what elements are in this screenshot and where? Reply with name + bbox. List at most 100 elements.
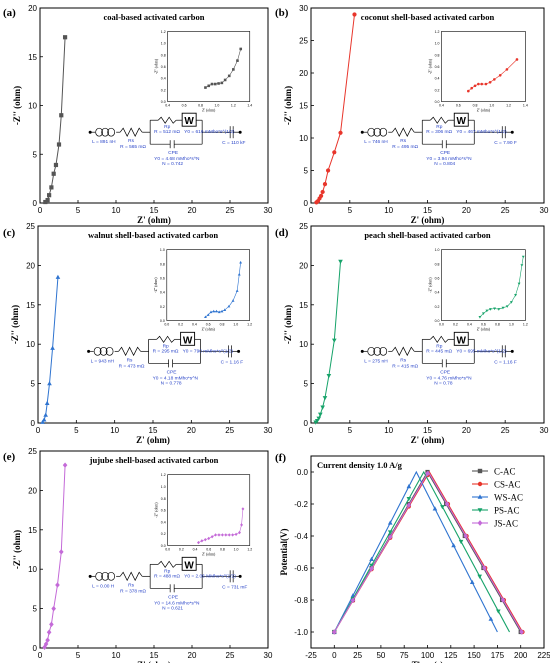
inset-y-tick-label: 0.6 [160, 277, 165, 281]
inset-y-tick-label: 0.8 [435, 262, 440, 266]
x-axis-label: Time (s) [412, 660, 444, 663]
circuit-terminal [237, 349, 241, 353]
circuit-l-value: L = 275 nH [364, 358, 388, 364]
resistor-rs [391, 127, 415, 137]
inset-x-tick-label: 1.2 [231, 104, 236, 108]
y-tick-label: 10 [28, 565, 37, 574]
y-tick-label: 15 [299, 102, 308, 111]
chart-title: peach shell-based activated carbon [364, 230, 491, 240]
y-tick-label: 0 [304, 419, 309, 428]
inset-x-tick-label: 0.8 [473, 104, 478, 108]
data-point [406, 484, 412, 489]
data-point [45, 197, 50, 203]
panel-label: (b) [275, 7, 289, 19]
inset-chart: 0.0 0.2 0.4 0.6 0.8 1.0 1.2 0.0 0.2 0.4 0.6 0.8 1.0 1… [155, 473, 253, 556]
inset-x-tick-label: 0.6 [182, 104, 187, 108]
data-point [387, 520, 393, 525]
y-tick-label: 15 [299, 301, 308, 310]
inset-data-point [239, 47, 243, 51]
inductor-coil [93, 346, 102, 356]
x-tick-label: 15 [423, 206, 432, 215]
x-tick-label: 10 [112, 206, 121, 215]
y-tick-label: -0.8 [294, 596, 308, 605]
inset-data-point [217, 310, 221, 314]
data-point [350, 597, 356, 604]
data-point [41, 417, 47, 422]
x-tick-label: 175 [491, 651, 505, 660]
inset-x-label: Z' (ohm) [202, 328, 216, 332]
warburg-box [180, 331, 196, 346]
inset-data-point [473, 84, 477, 88]
inset-x-tick-label: 1.0 [509, 323, 514, 327]
y-tick-label: 20 [26, 261, 35, 270]
circuit-cpe-label: CPE [168, 594, 178, 600]
circuit-l-value: L = 943 nH [91, 358, 115, 364]
inset-y-tick-label: 0.2 [435, 305, 440, 309]
y-axis-label: -Z'' (ohm) [283, 305, 293, 344]
inductor-coil [379, 346, 388, 356]
inset-x-tick-label: 1.2 [247, 548, 252, 552]
circuit-terminal [510, 130, 514, 134]
data-point [331, 338, 337, 343]
circuit-warburg-value: Y0 = 467 mMho*s^(1/2) [456, 129, 507, 135]
resistor-rs [391, 346, 415, 357]
panel-label: (d) [275, 227, 289, 239]
resistor-rs [118, 346, 141, 357]
inset-data-point [223, 78, 227, 82]
x-tick-label: 50 [376, 651, 385, 660]
y-tick-label: 5 [304, 167, 309, 176]
resistor-rp [157, 116, 177, 124]
y-axis-label: -Z'' (ohm) [12, 530, 22, 569]
circuit-cpe-n: N = 0.778 [161, 380, 182, 386]
x-tick-label: 30 [264, 426, 273, 435]
x-tick-label: 30 [540, 206, 549, 215]
data-point [519, 629, 524, 635]
x-tick-label: 25 [353, 651, 362, 660]
inset-x-tick-label: 0.8 [220, 323, 225, 327]
data-point [496, 609, 501, 614]
inset-x-tick-label: 1.4 [523, 104, 528, 108]
inductor-coil [101, 127, 110, 137]
data-point [326, 374, 332, 379]
inset-x-tick-label: 1.2 [523, 323, 528, 327]
data-point [477, 574, 483, 579]
x-tick-label: 15 [423, 426, 432, 435]
circuit-cpe-value: Y0 = 4.76 mMho*s^N [426, 375, 472, 381]
circuit-rs-label: Rs [400, 357, 406, 363]
x-tick-label: 30 [540, 426, 549, 435]
circuit-cpe-n: N = 0.621 [162, 605, 183, 611]
y-tick-label: -0.4 [294, 532, 308, 541]
inset-data-point [488, 308, 492, 311]
circuit-rp-label: Rp [436, 343, 442, 349]
inset-data-point [227, 533, 231, 537]
inset-x-tick-label: 0.4 [192, 323, 197, 327]
warburg-box [453, 112, 469, 127]
chart-title: Current density 1.0 A/g [317, 460, 403, 470]
inductor-coil [379, 127, 388, 137]
x-tick-label: 0 [38, 651, 43, 660]
inset-x-label: Z' (ohm) [477, 109, 491, 113]
inset-y-tick-label: 1.0 [161, 42, 166, 46]
inset-data-point [509, 301, 513, 304]
x-tick-label: 5 [348, 206, 353, 215]
chart-panel: (a) 0 5 10 15 20 25 30 0 5 10 15 20 coal-based activa… [3, 4, 273, 225]
chart-title: coal-based activated carbon [103, 12, 204, 22]
inset-data-point [235, 289, 239, 292]
circuit-rp-label: Rp [163, 343, 169, 349]
circuit-cpe-label: CPE [167, 369, 177, 375]
inset-x-tick-label: 1.2 [506, 104, 511, 108]
circuit-cpe-label: CPE [440, 369, 450, 375]
y-tick-label: 5 [304, 380, 309, 389]
inset-x-tick-label: 1.0 [214, 104, 219, 108]
y-axis-label: Potential(V) [279, 529, 289, 576]
data-point [331, 629, 337, 635]
inset-data-point [224, 533, 228, 537]
data-point [51, 171, 56, 176]
data-point [44, 400, 50, 405]
circuit-rs-value: R = 565 mΩ [120, 144, 146, 150]
inset-data-point [517, 282, 521, 286]
data-point [318, 412, 323, 417]
x-tick-label: 15 [150, 206, 159, 215]
inset-y-label: -Z'' (ohm) [428, 58, 432, 74]
data-point [369, 565, 374, 572]
